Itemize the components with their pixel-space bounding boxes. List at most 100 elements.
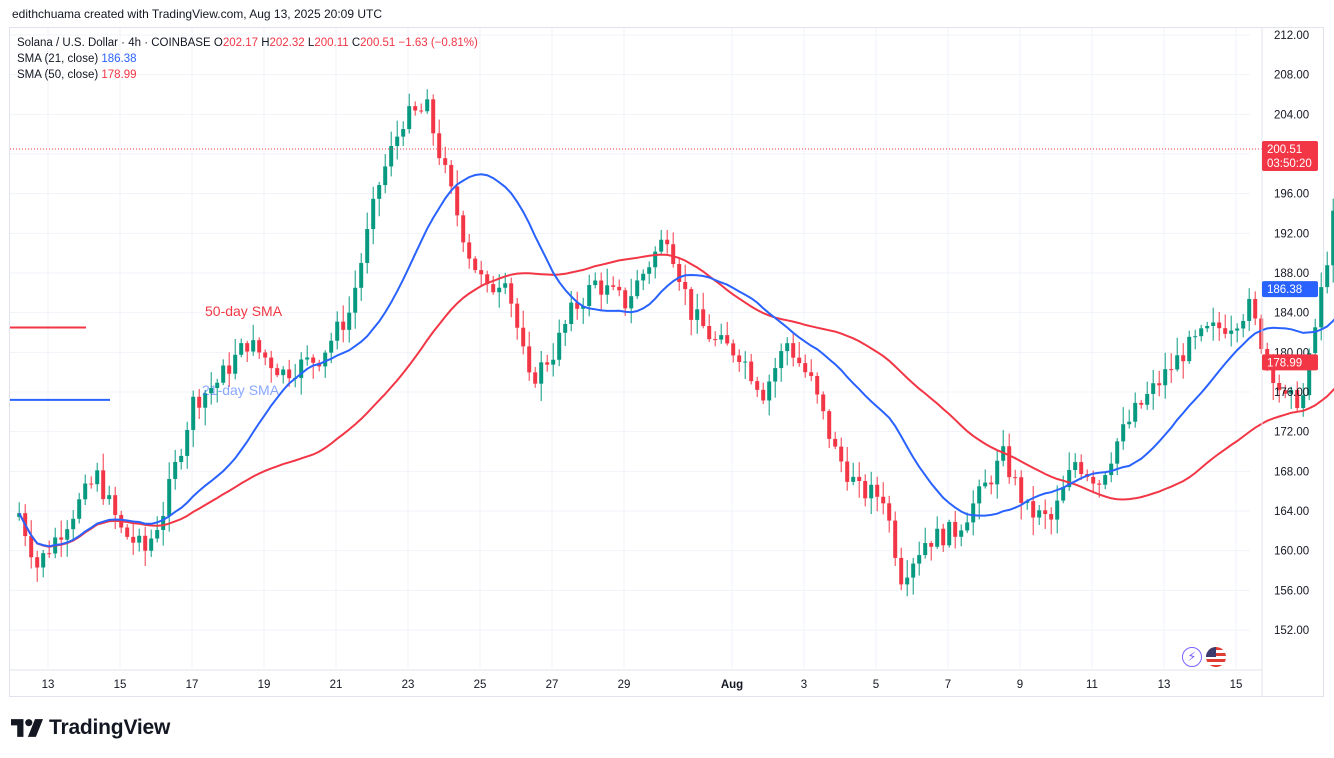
- candle-up: [371, 198, 376, 230]
- candle-down: [1181, 355, 1186, 362]
- candle-up: [917, 555, 922, 564]
- candle-up: [209, 387, 214, 394]
- sma50-row[interactable]: SMA (50, close) 178.99: [17, 67, 478, 83]
- candle-up: [851, 476, 856, 482]
- candle-up: [335, 321, 340, 341]
- candle-up: [629, 296, 634, 309]
- candle-down: [791, 343, 796, 358]
- flash-icon[interactable]: ⚡: [1182, 647, 1202, 667]
- candle-up: [1331, 210, 1334, 266]
- candle-up: [1247, 298, 1252, 321]
- candle-up: [1307, 353, 1312, 396]
- candle-up: [239, 343, 244, 355]
- y-tick-label: 184.00: [1274, 308, 1309, 320]
- candle-up: [167, 478, 172, 517]
- symbol-title[interactable]: Solana / U.S. Dollar · 4h · COINBASE: [17, 37, 211, 49]
- candle-down: [521, 327, 526, 347]
- candle-up: [719, 335, 724, 340]
- candle-down: [857, 476, 862, 482]
- candle-down: [245, 343, 250, 352]
- candle-up: [1061, 487, 1066, 501]
- candle-up: [977, 486, 982, 504]
- candle-down: [1031, 501, 1036, 518]
- candle-down: [797, 357, 802, 364]
- x-tick-label: 19: [258, 679, 271, 691]
- candle-down: [443, 158, 448, 165]
- candle-up: [1103, 475, 1108, 485]
- candle-down: [899, 557, 904, 585]
- candle-up: [1229, 330, 1234, 334]
- high-label: H: [261, 37, 270, 49]
- candle-up: [1289, 389, 1294, 394]
- candle-down: [1223, 328, 1228, 334]
- candle-down: [545, 362, 550, 365]
- candle-down: [101, 470, 106, 500]
- candle-up: [1163, 369, 1168, 386]
- candle-down: [1049, 513, 1054, 520]
- candle-down: [803, 363, 808, 373]
- candle-up: [359, 262, 364, 288]
- x-tick-label: 21: [330, 679, 343, 691]
- candle-down: [341, 321, 346, 330]
- sma50-label: SMA (50, close): [17, 69, 99, 81]
- candle-down: [887, 503, 892, 521]
- candle-down: [143, 535, 148, 551]
- y-tick-label: 156.00: [1274, 585, 1309, 597]
- candle-up: [305, 357, 310, 360]
- candle-down: [845, 461, 850, 482]
- candle-up: [191, 396, 196, 430]
- candle-up: [1235, 328, 1240, 331]
- candle-down: [1097, 483, 1102, 485]
- candle-up: [773, 368, 778, 382]
- candle-down: [821, 394, 826, 412]
- close-value: 200.51: [360, 37, 396, 49]
- low-value: 200.11: [314, 37, 349, 49]
- y-tick-label: 160.00: [1274, 546, 1309, 558]
- candle-down: [1007, 446, 1012, 478]
- candle-up: [653, 251, 658, 268]
- candle-down: [755, 381, 760, 390]
- candle-down: [275, 368, 280, 376]
- candle-up: [95, 470, 100, 485]
- tradingview-logo[interactable]: TradingView: [11, 716, 170, 740]
- x-tick-label: 27: [546, 679, 559, 691]
- candle-up: [1067, 470, 1072, 488]
- candle-up: [767, 381, 772, 401]
- candle-up: [1073, 462, 1078, 471]
- candle-up: [1313, 327, 1318, 354]
- candle-up: [323, 352, 328, 367]
- candle-down: [35, 557, 40, 568]
- candle-up: [365, 229, 370, 263]
- sma21-value: 186.38: [101, 53, 137, 65]
- candle-down: [449, 164, 454, 187]
- candle-up: [935, 528, 940, 547]
- us-flag-icon[interactable]: [1206, 647, 1226, 667]
- candle-up: [1127, 421, 1132, 425]
- x-tick-label: Aug: [721, 679, 743, 691]
- x-tick-label: 13: [1158, 679, 1171, 691]
- candle-up: [911, 563, 916, 578]
- candle-up: [563, 324, 568, 333]
- candle-down: [113, 495, 118, 515]
- candle-up: [965, 522, 970, 531]
- x-tick-label: 11: [1086, 679, 1098, 691]
- candle-up: [1055, 500, 1060, 520]
- candle-down: [59, 537, 64, 540]
- candle-down: [437, 133, 442, 159]
- sma21-row[interactable]: SMA (21, close) 186.38: [17, 51, 478, 67]
- candle-down: [839, 446, 844, 462]
- candle-down: [467, 242, 472, 259]
- candle-down: [413, 106, 418, 111]
- candle-up: [425, 99, 430, 112]
- candle-down: [623, 290, 628, 309]
- candle-down: [1013, 477, 1018, 479]
- candle-down: [485, 274, 490, 285]
- sma50-price-tag-text: 178.99: [1267, 357, 1302, 369]
- sma21-annotation-label: 21-day SMA: [202, 382, 280, 398]
- candle-up: [221, 365, 226, 383]
- candle-down: [287, 369, 292, 379]
- candle-up: [1121, 424, 1126, 442]
- candle-down: [1079, 462, 1084, 475]
- candlestick-chart[interactable]: 212.00208.00204.00200.00196.00192.00188.…: [0, 0, 1334, 700]
- candle-up: [959, 530, 964, 537]
